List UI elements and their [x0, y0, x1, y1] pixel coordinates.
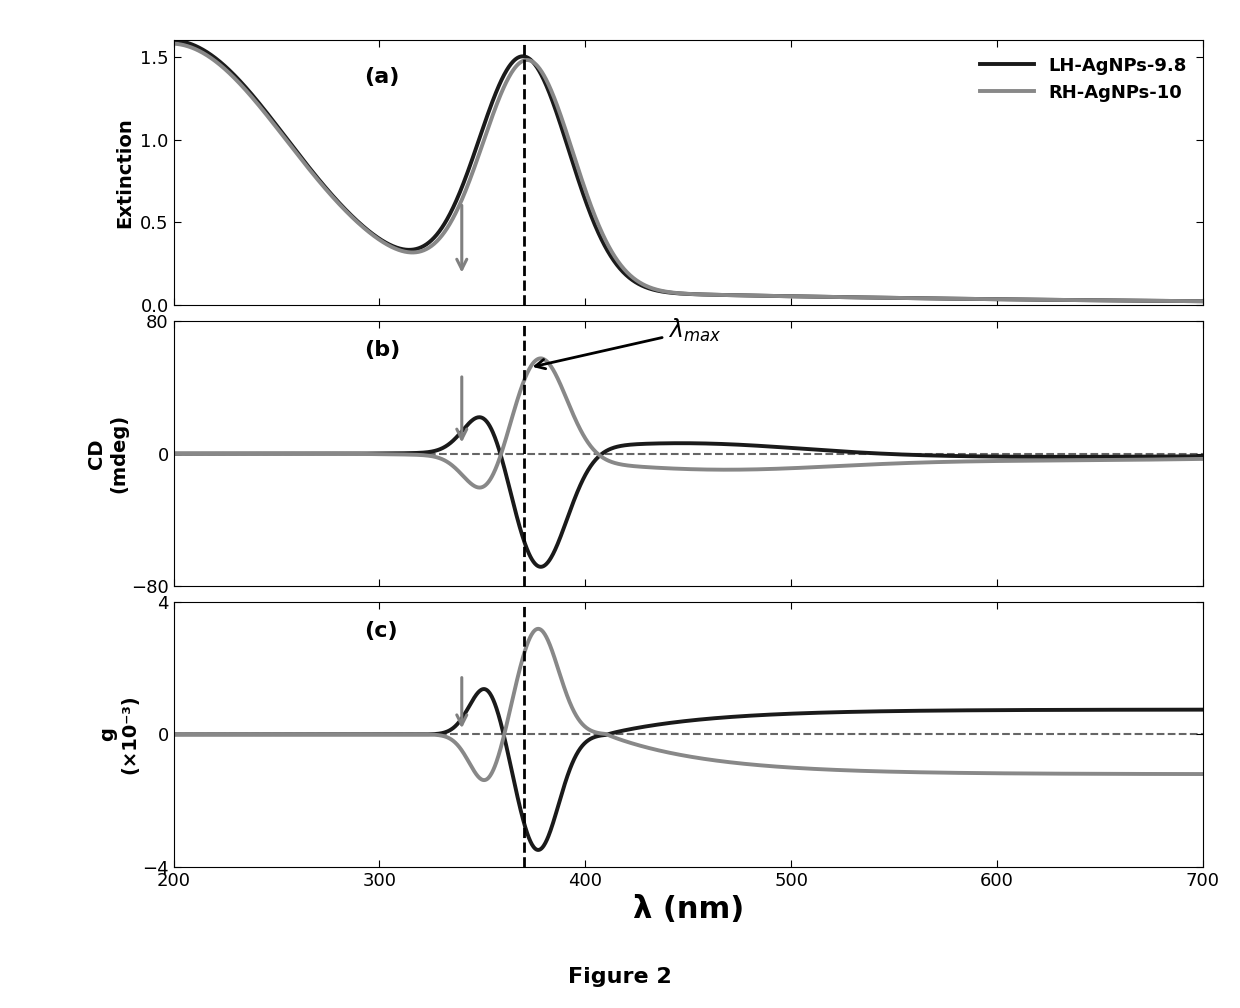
LH-AgNPs-9.8 [977, 293, 992, 305]
Text: $\lambda_{max}$: $\lambda_{max}$ [536, 317, 720, 369]
RH-AgNPs-10 [166, 37, 181, 49]
Line: RH-AgNPs-10: RH-AgNPs-10 [174, 43, 1203, 301]
X-axis label: λ (nm): λ (nm) [632, 895, 744, 924]
Text: (b): (b) [365, 340, 401, 360]
LH-AgNPs-9.8 [1166, 295, 1180, 307]
Text: Figure 2: Figure 2 [568, 967, 672, 987]
LH-AgNPs-9.8 [1195, 295, 1210, 307]
LH-AgNPs-9.8 [667, 287, 682, 299]
LH-AgNPs-9.8 [166, 34, 181, 46]
Text: (a): (a) [365, 67, 399, 87]
LH-AgNPs-9.8 [218, 61, 233, 74]
RH-AgNPs-10 [218, 65, 233, 77]
RH-AgNPs-10 [1166, 295, 1180, 307]
RH-AgNPs-10 [1166, 295, 1180, 307]
Y-axis label: g
(×10⁻³): g (×10⁻³) [98, 695, 139, 774]
LH-AgNPs-9.8 [640, 281, 655, 293]
RH-AgNPs-10 [667, 286, 682, 298]
Text: (c): (c) [365, 621, 398, 640]
Y-axis label: Extinction: Extinction [115, 117, 135, 228]
LH-AgNPs-9.8 [1166, 295, 1180, 307]
RH-AgNPs-10 [977, 293, 992, 305]
Legend: LH-AgNPs-9.8, RH-AgNPs-10: LH-AgNPs-9.8, RH-AgNPs-10 [972, 49, 1194, 109]
Line: LH-AgNPs-9.8: LH-AgNPs-9.8 [174, 40, 1203, 301]
RH-AgNPs-10 [1195, 295, 1210, 307]
Y-axis label: CD
(mdeg): CD (mdeg) [87, 414, 128, 493]
RH-AgNPs-10 [640, 280, 655, 292]
